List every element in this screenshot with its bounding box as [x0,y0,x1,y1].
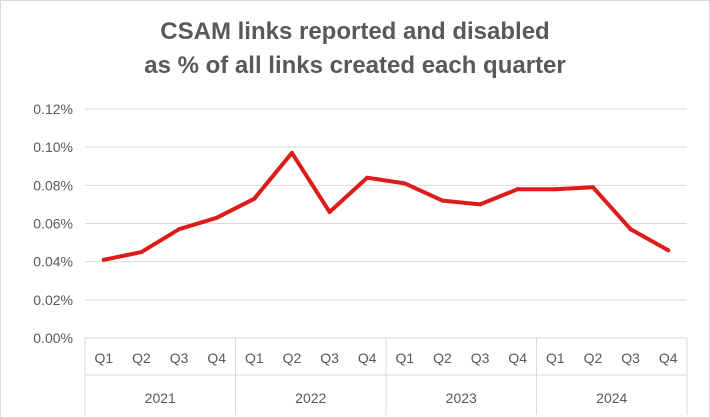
year-group-label: 2023 [446,390,477,406]
x-tick-label: Q4 [358,350,377,366]
year-group-label: 2022 [295,390,326,406]
y-tick-label: 0.10% [33,139,73,155]
x-tick-label: Q3 [471,350,490,366]
data-point [666,248,671,253]
data-point [289,150,294,155]
data-point [590,185,595,190]
y-tick-label: 0.12% [33,101,73,117]
data-point [327,210,332,215]
series-line [101,150,671,262]
chart-title: CSAM links reported and disabled as % of… [1,15,709,83]
data-point [515,187,520,192]
x-tick-label: Q3 [170,350,189,366]
x-tick-label: Q2 [132,350,151,366]
data-point [628,227,633,232]
x-tick-label: Q1 [546,350,565,366]
y-tick-label: 0.04% [33,254,73,270]
data-point [214,215,219,220]
year-group-label: 2021 [145,390,176,406]
x-tick-label: Q2 [283,350,302,366]
y-tick-label: 0.00% [33,330,73,346]
x-tick-label: Q1 [245,350,264,366]
data-point [177,227,182,232]
data-point [139,250,144,255]
data-point [553,187,558,192]
x-tick-label: Q4 [508,350,527,366]
chart-title-line-1: CSAM links reported and disabled [160,18,550,45]
x-tick-label: Q4 [207,350,226,366]
x-tick-label: Q2 [584,350,603,366]
year-group-label: 2024 [596,390,627,406]
data-point [440,198,445,203]
x-tick-label: Q3 [320,350,339,366]
data-point [365,175,370,180]
y-tick-label: 0.02% [33,292,73,308]
y-tick-label: 0.08% [33,177,73,193]
x-tick-label: Q1 [94,350,113,366]
data-point [478,202,483,207]
chart-title-line-2: as % of all links created each quarter [144,52,566,79]
data-point [101,257,106,262]
x-tick-label: Q3 [621,350,640,366]
data-point [252,196,257,201]
x-tick-label: Q2 [433,350,452,366]
y-tick-label: 0.06% [33,216,73,232]
x-tick-label: Q4 [659,350,678,366]
x-tick-label: Q1 [395,350,414,366]
data-point [402,181,407,186]
